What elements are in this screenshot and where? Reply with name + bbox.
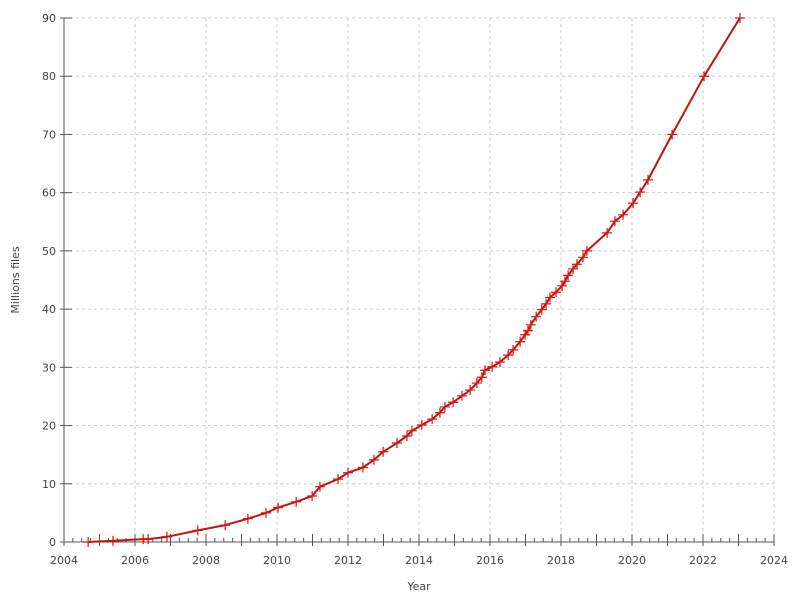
y-tick-label: 10 xyxy=(42,478,56,491)
data-point-marker xyxy=(635,187,646,198)
axes xyxy=(60,17,775,546)
data-point-marker xyxy=(602,227,613,238)
data-point-marker xyxy=(487,361,498,372)
data-point-marker xyxy=(260,507,271,518)
x-tick-label: 2024 xyxy=(760,554,788,567)
data-point-marker xyxy=(401,431,412,442)
data-point-marker xyxy=(476,372,487,383)
data-point-marker xyxy=(699,71,710,82)
data-point-marker xyxy=(667,129,678,140)
y-tick-label: 0 xyxy=(49,536,56,549)
data-point-marker xyxy=(416,419,427,430)
data-point-marker xyxy=(107,535,118,546)
data-point-marker xyxy=(559,276,570,287)
x-tick-label: 2018 xyxy=(547,554,575,567)
data-point-marker xyxy=(465,385,476,396)
x-tick-label: 2006 xyxy=(121,554,149,567)
data-point-marker xyxy=(563,270,574,281)
data-point-marker xyxy=(291,496,302,507)
data-point-marker xyxy=(456,390,467,401)
y-tick-label: 40 xyxy=(42,303,56,316)
data-point-marker xyxy=(503,350,514,361)
data-point-marker xyxy=(357,462,368,473)
data-point-marker xyxy=(391,438,402,449)
data-point-marker xyxy=(522,325,533,336)
data-point-marker xyxy=(307,491,318,502)
data-point-marker xyxy=(578,252,589,263)
data-point-marker xyxy=(480,365,491,376)
x-tick-label: 2014 xyxy=(405,554,433,567)
x-tick-label: 2012 xyxy=(334,554,362,567)
data-point-marker xyxy=(220,520,231,531)
y-tick-label: 90 xyxy=(42,12,56,25)
data-point-marker xyxy=(642,174,653,185)
data-point-marker xyxy=(471,378,482,389)
data-point-marker xyxy=(242,513,253,524)
x-tick-label: 2020 xyxy=(618,554,646,567)
data-point-marker xyxy=(434,407,445,418)
x-tick-label: 2016 xyxy=(476,554,504,567)
data-point-marker xyxy=(333,474,344,485)
data-point-marker xyxy=(571,259,582,270)
series-line xyxy=(88,17,741,543)
data-point-marker xyxy=(192,525,203,536)
data-point-marker xyxy=(525,319,536,330)
x-tick-label: 2022 xyxy=(689,554,717,567)
data-point-marker xyxy=(439,401,450,412)
y-tick-label: 70 xyxy=(42,128,56,141)
data-point-marker xyxy=(531,311,542,322)
data-point-marker xyxy=(628,198,639,209)
data-point-marker xyxy=(406,425,417,436)
data-point-marker xyxy=(143,534,154,545)
y-tick-label: 50 xyxy=(42,245,56,258)
data-point-marker xyxy=(508,344,519,355)
tick-labels: 2004 2006 2008 2010 2012 2014 2016 2018 2020 2022… xyxy=(42,12,788,567)
data-point-marker xyxy=(551,287,562,298)
data-point-marker xyxy=(343,467,353,478)
data-point-marker xyxy=(536,304,547,315)
y-axis-label: Millions files xyxy=(9,246,22,313)
series xyxy=(83,13,745,547)
data-point-marker xyxy=(378,446,389,457)
data-point-marker xyxy=(368,454,379,465)
data-point-marker xyxy=(161,531,172,542)
y-tick-label: 20 xyxy=(42,420,56,433)
data-point-marker xyxy=(618,209,629,220)
data-point-marker xyxy=(83,537,94,547)
data-point-marker xyxy=(448,397,459,408)
data-point-marker xyxy=(515,336,526,347)
data-point-marker xyxy=(734,13,745,23)
x-tick-label: 2004 xyxy=(50,554,78,567)
data-point-marker xyxy=(427,414,438,425)
x-axis-label: Year xyxy=(406,580,431,593)
data-point-marker xyxy=(544,292,555,303)
x-tick-label: 2010 xyxy=(263,554,291,567)
y-tick-label: 30 xyxy=(42,361,56,374)
data-point-marker xyxy=(273,502,284,513)
data-point-marker xyxy=(581,245,592,256)
grid xyxy=(64,17,775,542)
y-tick-label: 60 xyxy=(42,187,56,200)
data-point-marker xyxy=(314,481,325,492)
data-point-marker xyxy=(494,357,505,368)
data-point-marker xyxy=(609,216,620,227)
y-tick-label: 80 xyxy=(42,70,56,83)
x-tick-label: 2008 xyxy=(192,554,220,567)
data-point-marker xyxy=(541,298,552,309)
